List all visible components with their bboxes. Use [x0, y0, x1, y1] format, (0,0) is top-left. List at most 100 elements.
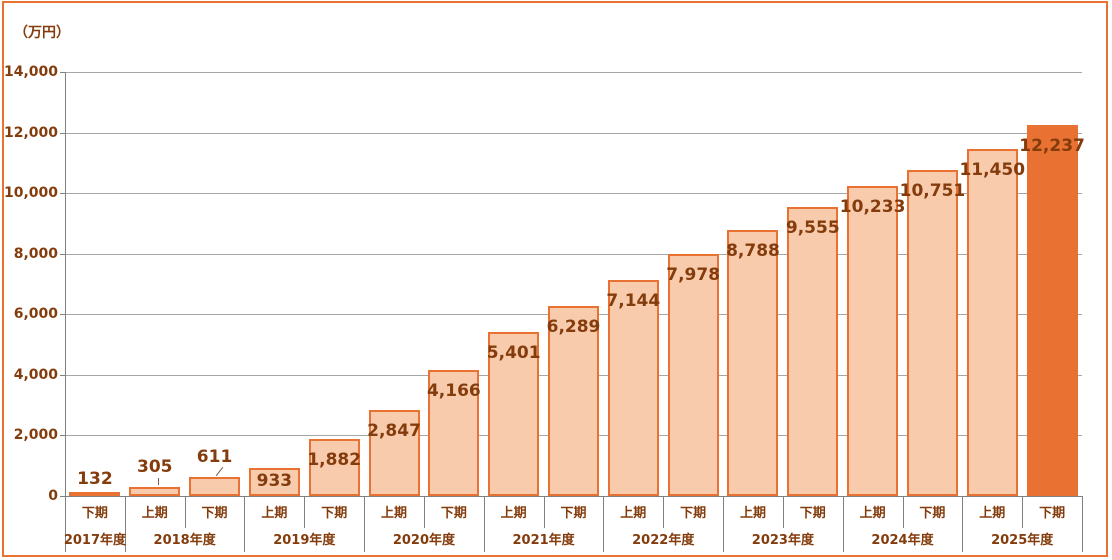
bar-value-label: 12,237: [1019, 136, 1085, 156]
x-axis-period-label: 上期: [979, 506, 1006, 521]
x-axis-period-label: 下期: [680, 506, 707, 521]
bar: [787, 207, 839, 496]
bar: [129, 487, 181, 496]
bar: [548, 306, 599, 496]
x-axis-period-label: 上期: [859, 506, 886, 521]
gridline: [65, 193, 1082, 195]
y-axis-line: [65, 72, 66, 552]
bar-value-label: 305: [136, 457, 173, 477]
bar-value-label: 10,751: [899, 181, 966, 201]
year-group-separator: [483, 496, 485, 552]
year-group-separator: [124, 496, 126, 552]
bar-highlighted: [1026, 125, 1078, 496]
bar-value-label: 611: [196, 447, 233, 467]
y-axis-tick-label: 2,000: [13, 427, 58, 444]
x-axis-period-label: 下期: [560, 506, 587, 521]
period-separator: [663, 496, 665, 528]
x-axis-year-label: 2021年度: [512, 533, 575, 548]
year-group-separator: [962, 496, 964, 552]
year-group-separator: [1082, 496, 1083, 552]
period-separator: [543, 496, 545, 528]
bar: [248, 468, 300, 496]
x-axis-year-label: 2017年度: [63, 533, 126, 548]
bar-value-label: 1,882: [307, 450, 362, 470]
label-leader-line: [157, 478, 159, 485]
bar: [69, 492, 121, 496]
y-axis-tick-label: 14,000: [3, 64, 58, 80]
bar: [667, 254, 719, 496]
bar: [488, 332, 540, 496]
gridline: [65, 253, 1082, 255]
period-separator: [304, 496, 306, 528]
y-axis-tick-label: 8,000: [13, 245, 58, 262]
x-axis-period-label: 上期: [620, 506, 647, 521]
x-axis-period-label: 下期: [321, 506, 348, 521]
year-group-separator: [603, 496, 605, 552]
bar-value-label: 2,847: [367, 421, 421, 441]
period-separator: [184, 496, 186, 528]
y-axis-tick: [60, 374, 65, 376]
y-axis-tick-label: 6,000: [13, 306, 58, 323]
x-axis-period-label: 上期: [381, 506, 408, 521]
bar: [847, 186, 899, 496]
year-group-separator: [723, 496, 725, 552]
x-axis-year-label: 2023年度: [751, 533, 814, 548]
x-axis-year-label: 2022年度: [632, 533, 695, 548]
period-separator: [782, 496, 784, 528]
y-axis-tick: [60, 193, 65, 195]
y-axis-tick-label: 10,000: [3, 185, 58, 202]
x-axis-period-label: 下期: [201, 506, 228, 521]
x-axis-line: [65, 496, 1082, 497]
y-axis-tick-label: 12,000: [3, 124, 58, 141]
bar-value-label: 7,978: [666, 265, 721, 285]
bar: [368, 410, 420, 496]
gridline: [65, 72, 1082, 73]
period-separator: [902, 496, 904, 528]
x-axis-period-label: 下期: [799, 506, 826, 521]
label-leader-line: [215, 466, 223, 477]
bar-value-label: 7,144: [606, 291, 661, 311]
bar-value-label: 132: [77, 469, 113, 489]
bar-value-label: 4,166: [426, 381, 481, 401]
x-axis-year-label: 2019年度: [273, 533, 336, 548]
bar: [607, 280, 659, 496]
bar: [189, 477, 241, 496]
bar: [906, 170, 958, 496]
x-axis-period-label: 下期: [81, 506, 108, 521]
bar: [308, 439, 360, 496]
bar: [727, 230, 779, 496]
bar-value-label: 5,401: [486, 343, 541, 363]
x-axis-year-label: 2024年度: [871, 533, 934, 548]
year-group-separator: [364, 496, 366, 552]
period-separator: [423, 496, 425, 528]
y-axis-tick: [60, 253, 65, 255]
y-axis-tick: [60, 314, 65, 316]
period-separator: [1022, 496, 1024, 528]
x-axis-period-label: 下期: [1039, 506, 1066, 521]
y-axis-tick: [60, 435, 65, 437]
x-axis-period-label: 下期: [440, 506, 467, 521]
x-axis-year-label: 2020年度: [392, 533, 456, 548]
y-axis-tick-label: 4,000: [13, 366, 58, 383]
x-axis-period-label: 上期: [500, 506, 527, 521]
y-axis-tick: [60, 496, 65, 497]
x-axis-year-label: 2025年度: [991, 533, 1054, 548]
year-group-separator: [842, 496, 844, 552]
y-axis-tick-label: 0: [48, 488, 58, 504]
y-axis-tick: [60, 132, 65, 134]
bar-value-label: 10,233: [839, 197, 906, 217]
x-axis-period-label: 下期: [919, 506, 946, 521]
y-axis-tick: [60, 72, 65, 73]
x-axis-period-label: 上期: [261, 506, 288, 521]
x-axis-period-label: 上期: [739, 506, 766, 521]
x-axis-period-label: 上期: [141, 506, 168, 521]
bar-value-label: 933: [256, 471, 293, 491]
bar: [428, 370, 480, 496]
y-axis-unit-label: （万円）: [14, 25, 70, 41]
bar-value-label: 6,289: [546, 317, 601, 337]
year-group-separator: [244, 496, 246, 552]
bar-value-label: 11,450: [959, 160, 1026, 180]
bar-value-label: 8,788: [726, 241, 780, 261]
gridline: [65, 132, 1082, 134]
